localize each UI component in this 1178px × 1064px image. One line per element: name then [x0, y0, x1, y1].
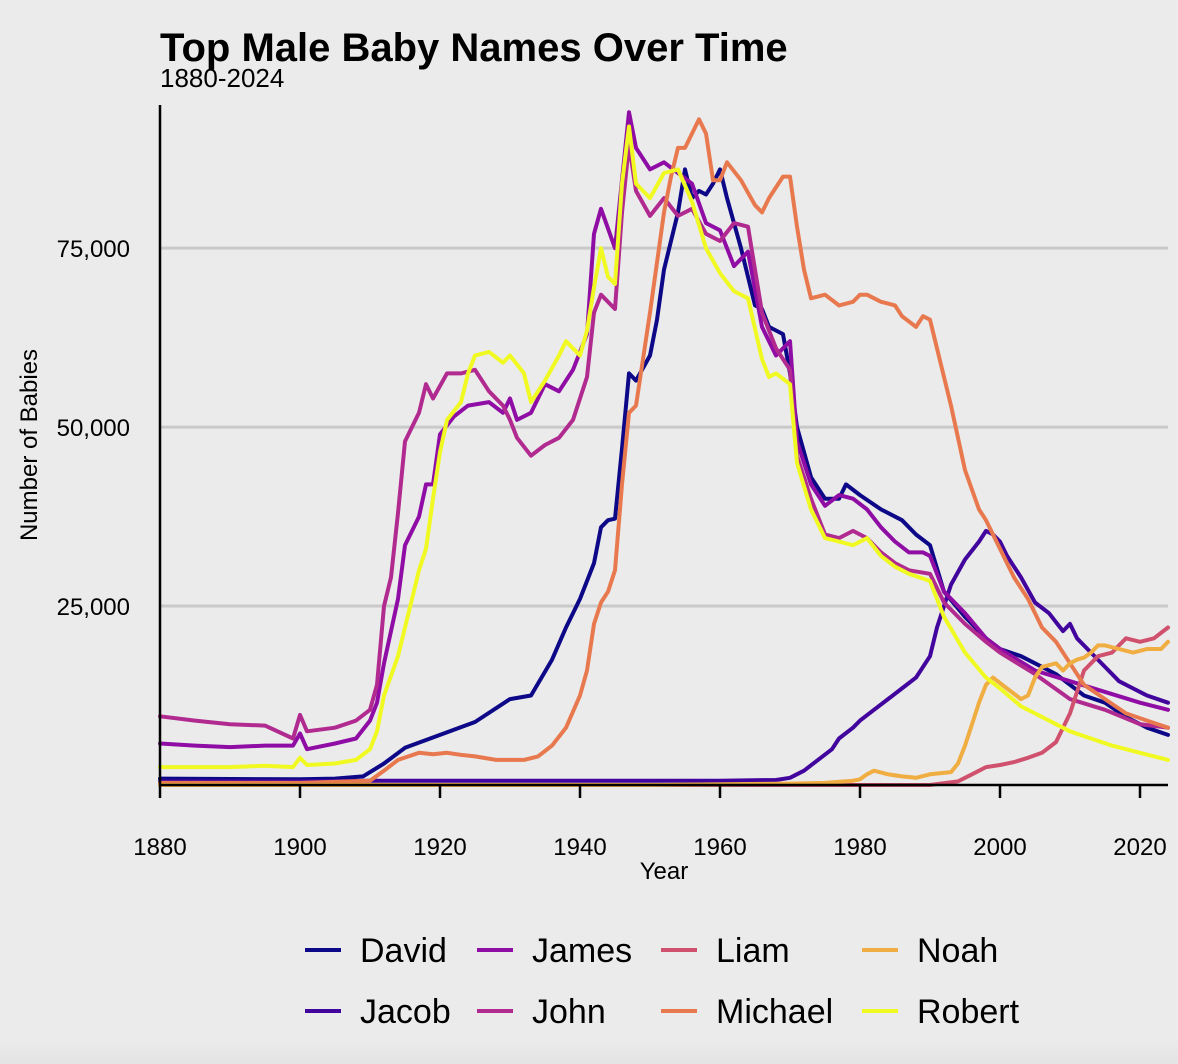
legend-label: Robert — [917, 993, 1020, 1031]
y-axis-title: Number of Babies — [16, 349, 43, 541]
series-line-john — [158, 142, 1170, 741]
series-line-liam — [158, 625, 1170, 787]
x-tick-label: 1900 — [273, 834, 326, 861]
series-line-david — [158, 167, 1170, 782]
series-line-robert — [158, 124, 1170, 770]
legend-label: Michael — [716, 993, 833, 1031]
chart-subtitle: 1880-2024 — [160, 63, 284, 93]
x-tick-label: 1880 — [133, 834, 186, 861]
x-tick-label: 1960 — [693, 834, 746, 861]
y-tick-label: 50,000 — [57, 415, 130, 442]
grid-lines — [160, 246, 1168, 608]
x-axis-ticks: 1880 1900 1920 1940 1960 1980 2000 2020 — [133, 785, 1167, 861]
x-tick-label: 2000 — [973, 834, 1026, 861]
x-axis-title: Year — [640, 858, 689, 885]
series-line-jacob — [158, 528, 1170, 784]
x-tick-label: 1980 — [833, 834, 886, 861]
x-tick-label: 1920 — [413, 834, 466, 861]
legend-item-jacob: Jacob — [305, 993, 451, 1031]
legend-item-michael: Michael — [661, 993, 833, 1031]
y-tick-label: 75,000 — [57, 236, 130, 263]
chart-title: Top Male Baby Names Over Time — [160, 26, 788, 70]
legend-label: Noah — [917, 932, 998, 970]
legend: David Jacob James John Liam Michael Noah Robert — [305, 932, 1020, 1031]
legend-label: David — [360, 932, 447, 970]
legend-item-robert: Robert — [862, 993, 1020, 1031]
series-lines — [158, 110, 1170, 787]
legend-label: John — [532, 993, 606, 1031]
legend-item-john: John — [477, 993, 606, 1031]
legend-label: Jacob — [360, 993, 451, 1031]
legend-item-liam: Liam — [661, 932, 790, 970]
footer-shade — [0, 1040, 1178, 1064]
y-axis-ticks: 25,000 50,000 75,000 — [57, 236, 130, 621]
y-tick-label: 25,000 — [57, 594, 130, 621]
legend-item-david: David — [305, 932, 447, 970]
x-tick-label: 2020 — [1113, 834, 1166, 861]
series-line-michael — [158, 117, 1170, 785]
x-tick-label: 1940 — [553, 834, 606, 861]
legend-item-james: James — [477, 932, 632, 970]
legend-item-noah: Noah — [862, 932, 998, 970]
legend-label: James — [532, 932, 632, 970]
legend-label: Liam — [716, 932, 790, 970]
